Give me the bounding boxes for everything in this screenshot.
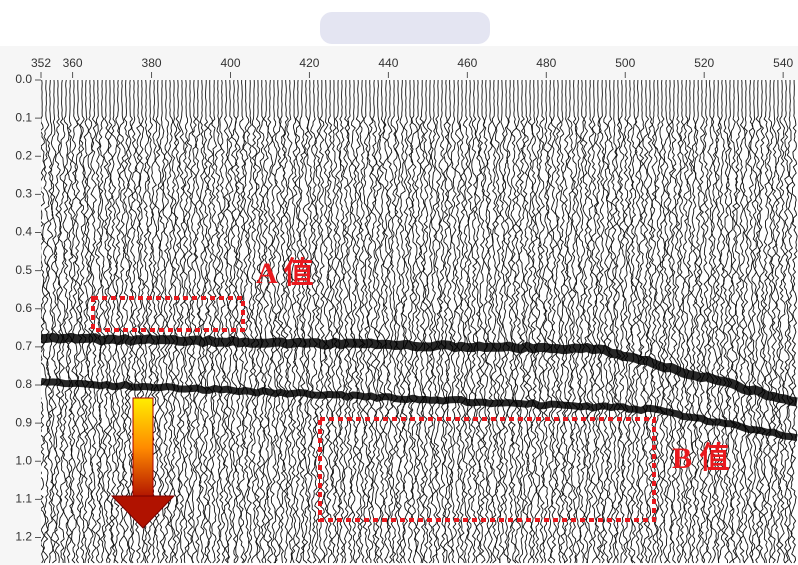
x-tick-label: 380 bbox=[142, 56, 162, 70]
y-tick-label: 0.6 bbox=[15, 301, 32, 315]
x-tick-label: 480 bbox=[536, 56, 556, 70]
x-tick-label: 352 bbox=[31, 56, 51, 70]
y-tick-label: 1.0 bbox=[15, 453, 32, 467]
watermark bbox=[320, 12, 490, 44]
y-tick-label: 1.2 bbox=[15, 530, 32, 544]
annotation: A 值 bbox=[256, 257, 314, 290]
y-tick-label: 0.9 bbox=[15, 415, 32, 429]
seismic-chart: 352 360 380 400 420 440 460 480 500 520 540 0.0 0.1 0… bbox=[0, 0, 798, 565]
x-tick-label: 460 bbox=[457, 56, 477, 70]
x-tick-label: 360 bbox=[63, 56, 83, 70]
x-tick-label: 400 bbox=[220, 56, 240, 70]
annotation: B 值 bbox=[672, 442, 730, 475]
y-tick-label: 0.1 bbox=[15, 110, 32, 124]
y-tick-label: 0.8 bbox=[15, 377, 32, 391]
x-tick-label: 440 bbox=[378, 56, 398, 70]
y-tick-label: 0.7 bbox=[15, 339, 32, 353]
y-tick-label: 0.5 bbox=[15, 263, 32, 277]
x-tick-label: 420 bbox=[299, 56, 319, 70]
x-tick-label: 540 bbox=[773, 56, 793, 70]
y-tick-label: 0.3 bbox=[15, 187, 32, 201]
y-tick-label: 0.2 bbox=[15, 148, 32, 162]
x-tick-label: 520 bbox=[694, 56, 714, 70]
page: 352 360 380 400 420 440 460 480 500 520 540 0.0 0.1 0… bbox=[0, 0, 798, 565]
y-tick-label: 0.4 bbox=[15, 225, 32, 239]
x-tick-label: 500 bbox=[615, 56, 635, 70]
y-tick-label: 1.1 bbox=[15, 492, 32, 506]
y-tick-label: 0.0 bbox=[15, 72, 32, 86]
